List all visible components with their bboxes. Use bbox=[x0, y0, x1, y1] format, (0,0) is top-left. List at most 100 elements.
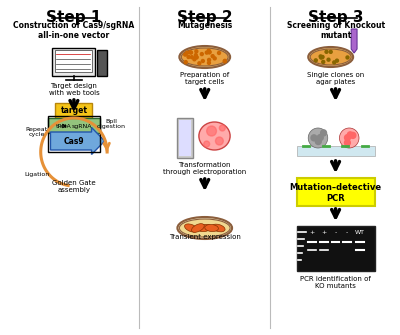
Text: -: - bbox=[346, 230, 348, 235]
Circle shape bbox=[218, 52, 220, 55]
Ellipse shape bbox=[179, 46, 230, 68]
Circle shape bbox=[208, 51, 211, 54]
Circle shape bbox=[207, 49, 210, 52]
Text: Single clones on
agar plates: Single clones on agar plates bbox=[307, 72, 364, 85]
Circle shape bbox=[347, 132, 353, 138]
FancyBboxPatch shape bbox=[296, 146, 375, 156]
Circle shape bbox=[195, 56, 198, 59]
Circle shape bbox=[329, 50, 332, 53]
Text: BpII
digestion: BpII digestion bbox=[96, 119, 126, 129]
Text: Repeat
cycle: Repeat cycle bbox=[26, 127, 48, 137]
Circle shape bbox=[186, 51, 188, 54]
Circle shape bbox=[322, 60, 325, 63]
Circle shape bbox=[321, 130, 326, 136]
Text: Transformation
through electroporation: Transformation through electroporation bbox=[163, 162, 246, 175]
Text: WT: WT bbox=[355, 230, 365, 235]
Circle shape bbox=[216, 137, 223, 145]
Text: Step 3: Step 3 bbox=[308, 10, 363, 25]
Circle shape bbox=[314, 59, 317, 62]
FancyBboxPatch shape bbox=[97, 50, 107, 76]
Circle shape bbox=[195, 56, 198, 59]
FancyBboxPatch shape bbox=[296, 178, 375, 206]
Text: sgRNA: sgRNA bbox=[72, 124, 92, 129]
Text: Screening of Knockout
mutant: Screening of Knockout mutant bbox=[286, 21, 385, 41]
Circle shape bbox=[327, 58, 330, 61]
Circle shape bbox=[325, 50, 328, 53]
Ellipse shape bbox=[198, 224, 212, 232]
Circle shape bbox=[333, 61, 336, 64]
Circle shape bbox=[207, 126, 216, 136]
Text: Mutation–detective: Mutation–detective bbox=[290, 183, 382, 192]
Text: +: + bbox=[310, 230, 315, 235]
Circle shape bbox=[200, 53, 203, 56]
Text: target: target bbox=[60, 106, 88, 115]
Text: tRNA: tRNA bbox=[56, 124, 72, 129]
FancyBboxPatch shape bbox=[50, 128, 105, 154]
Circle shape bbox=[223, 60, 226, 63]
Text: PCR: PCR bbox=[326, 194, 345, 202]
Circle shape bbox=[224, 59, 226, 62]
Circle shape bbox=[346, 56, 349, 59]
Circle shape bbox=[201, 60, 204, 63]
Circle shape bbox=[344, 140, 350, 146]
Circle shape bbox=[336, 59, 338, 62]
FancyBboxPatch shape bbox=[52, 48, 95, 76]
FancyBboxPatch shape bbox=[179, 120, 191, 156]
Circle shape bbox=[319, 55, 322, 58]
Circle shape bbox=[188, 51, 192, 54]
Text: Preparation of
target cells: Preparation of target cells bbox=[180, 72, 229, 85]
FancyBboxPatch shape bbox=[55, 50, 92, 72]
Ellipse shape bbox=[199, 122, 230, 150]
Circle shape bbox=[195, 50, 198, 53]
FancyBboxPatch shape bbox=[296, 226, 375, 271]
Circle shape bbox=[315, 138, 321, 144]
Text: -: - bbox=[334, 230, 337, 235]
Ellipse shape bbox=[308, 47, 353, 67]
Circle shape bbox=[208, 61, 210, 64]
Circle shape bbox=[344, 135, 350, 141]
Ellipse shape bbox=[212, 224, 225, 232]
Circle shape bbox=[205, 51, 208, 54]
Circle shape bbox=[190, 51, 192, 54]
FancyBboxPatch shape bbox=[178, 118, 193, 158]
Circle shape bbox=[219, 125, 225, 131]
FancyBboxPatch shape bbox=[55, 103, 92, 118]
Text: Cas9: Cas9 bbox=[64, 136, 84, 145]
Circle shape bbox=[184, 61, 187, 64]
Ellipse shape bbox=[308, 128, 328, 148]
Circle shape bbox=[194, 54, 197, 57]
FancyBboxPatch shape bbox=[48, 118, 100, 133]
Text: +: + bbox=[321, 230, 326, 235]
Ellipse shape bbox=[205, 224, 218, 231]
Circle shape bbox=[198, 62, 201, 65]
Ellipse shape bbox=[179, 219, 230, 237]
Text: Ligation: Ligation bbox=[24, 172, 50, 177]
Polygon shape bbox=[351, 29, 357, 53]
Circle shape bbox=[320, 56, 323, 59]
Ellipse shape bbox=[340, 128, 359, 148]
Circle shape bbox=[213, 57, 216, 60]
Circle shape bbox=[211, 55, 214, 58]
Circle shape bbox=[208, 58, 210, 61]
Circle shape bbox=[184, 53, 187, 56]
Circle shape bbox=[321, 56, 324, 59]
Ellipse shape bbox=[181, 48, 228, 66]
Circle shape bbox=[350, 132, 356, 138]
Text: Step 2: Step 2 bbox=[177, 10, 232, 25]
Text: Mutagenesis: Mutagenesis bbox=[177, 21, 232, 30]
Ellipse shape bbox=[192, 224, 204, 232]
Text: Construction of Cas9/sgRNA
all-in-one vector: Construction of Cas9/sgRNA all-in-one ve… bbox=[13, 21, 134, 41]
Circle shape bbox=[190, 56, 193, 59]
Text: PCR identification of
KO mutants: PCR identification of KO mutants bbox=[300, 276, 371, 289]
Circle shape bbox=[311, 135, 317, 141]
Circle shape bbox=[193, 58, 196, 61]
Ellipse shape bbox=[310, 49, 351, 65]
Text: Golden Gate
assembly: Golden Gate assembly bbox=[52, 180, 96, 193]
Text: Target design
with web tools: Target design with web tools bbox=[48, 83, 99, 96]
Ellipse shape bbox=[184, 224, 198, 232]
Text: Transient expression: Transient expression bbox=[169, 234, 241, 240]
Circle shape bbox=[204, 141, 210, 147]
Ellipse shape bbox=[178, 217, 232, 239]
Circle shape bbox=[187, 55, 190, 58]
Text: Step 1: Step 1 bbox=[46, 10, 102, 25]
